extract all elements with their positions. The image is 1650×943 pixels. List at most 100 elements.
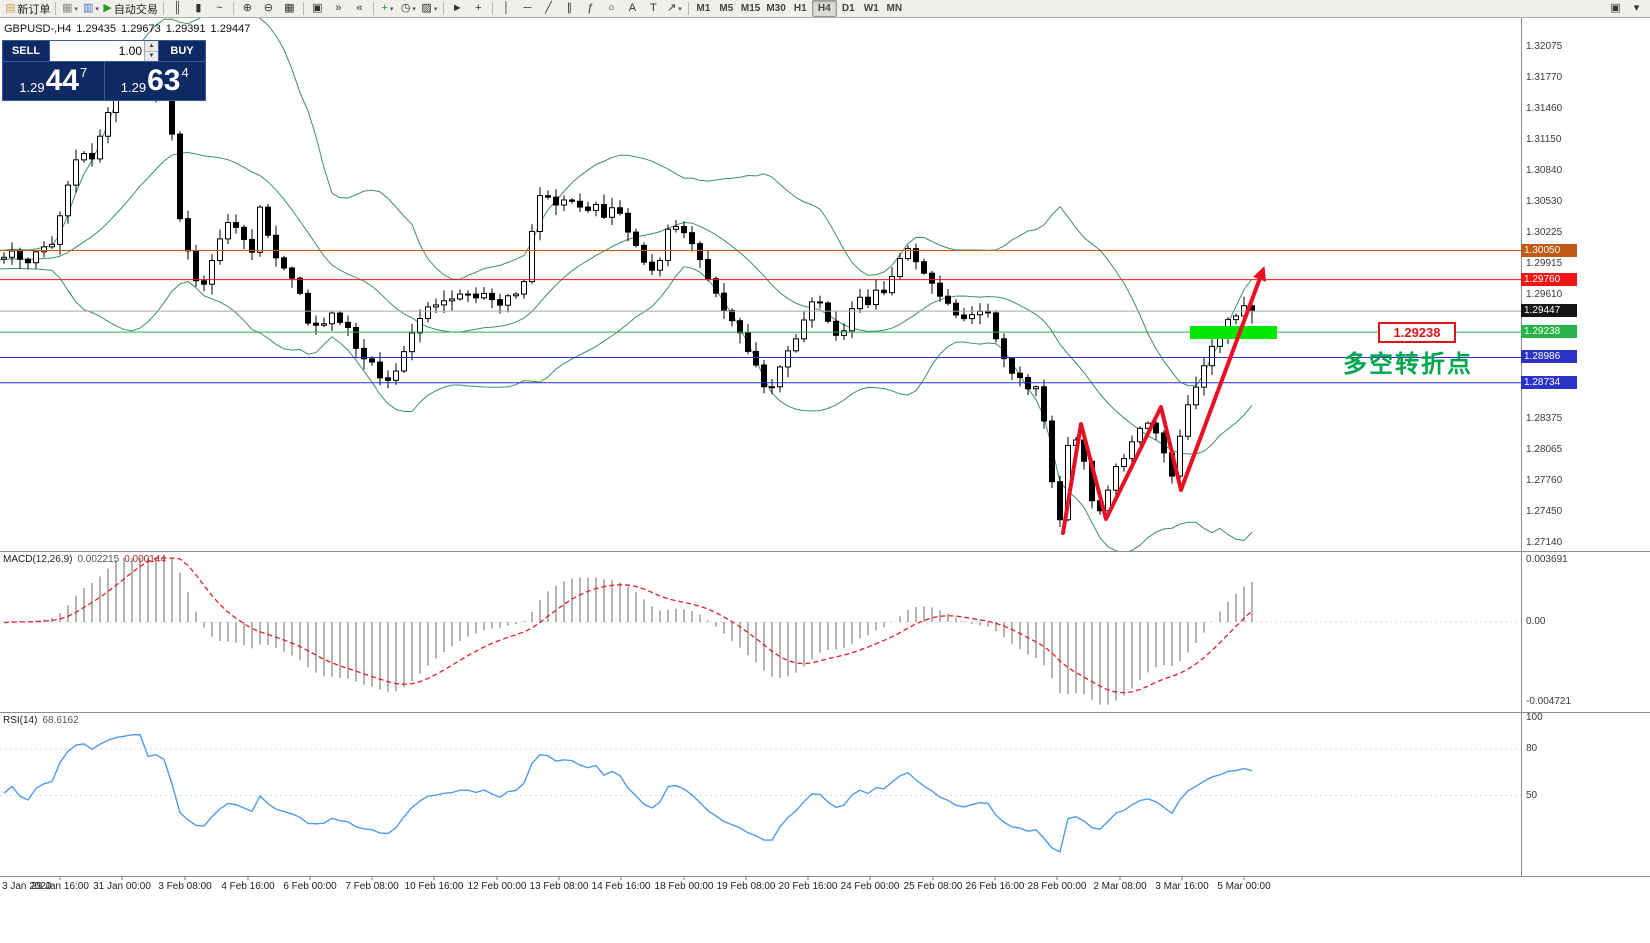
chart-open: 1.29435 <box>76 23 117 35</box>
timeframe-button-h1[interactable]: H1 <box>793 3 807 14</box>
price-axis-tick[interactable]: 1.29915 <box>1526 258 1563 270</box>
time-axis-label[interactable]: 18 Feb 00:00 <box>654 881 714 892</box>
time-axis-label[interactable]: 19 Feb 08:00 <box>716 881 776 892</box>
grid-button[interactable]: ▦ <box>279 1 300 16</box>
new-order-button[interactable]: ▤ 新订单 <box>3 1 52 16</box>
timeframe-button-m30[interactable]: M30 <box>766 3 786 14</box>
macd-axis-label[interactable]: -0.004721 <box>1526 695 1572 707</box>
price-axis-tick[interactable]: 1.32075 <box>1526 41 1563 52</box>
profiles-button[interactable]: ▥ ▾ <box>80 1 101 16</box>
price-axis-tick[interactable]: 1.28065 <box>1526 444 1563 456</box>
zoom-in-button[interactable]: ⊕ <box>237 1 258 16</box>
zigzag-arrow[interactable] <box>1061 266 1267 535</box>
time-axis-label[interactable]: 29 Jan 16:00 <box>31 881 89 892</box>
price-axis-tick[interactable]: 1.31770 <box>1526 71 1563 83</box>
rsi-axis-label[interactable]: 50 <box>1526 789 1538 801</box>
time-axis-label[interactable]: 25 Feb 08:00 <box>903 881 963 892</box>
time-axis-label[interactable]: 7 Feb 08:00 <box>345 881 399 892</box>
time-axis-label[interactable]: 3 Mar 16:00 <box>1155 881 1209 892</box>
rsi-axis-label[interactable]: 80 <box>1526 743 1538 754</box>
autotrading-label: 自动交易 <box>113 3 158 16</box>
buy-price[interactable]: 1.29 63 4 <box>103 62 206 100</box>
buy-button[interactable]: BUY <box>158 41 205 61</box>
price-axis-tick[interactable]: 1.28375 <box>1526 412 1563 424</box>
zoom-out-button[interactable]: ⊖ <box>258 1 279 16</box>
timeframe-button-mn[interactable]: MN <box>886 3 903 14</box>
time-axis-label[interactable]: 3 Feb 08:00 <box>158 881 212 892</box>
arrows-button[interactable]: ↗ ▾ <box>664 1 685 16</box>
auto-scroll-button[interactable]: » <box>328 1 349 16</box>
text-button[interactable]: A <box>622 1 643 16</box>
turning-point-label[interactable]: 多空转折点 <box>1343 351 1473 378</box>
text-label-button[interactable]: T <box>643 1 664 16</box>
volume-input[interactable] <box>50 41 144 61</box>
line-chart-button[interactable]: ~ <box>209 1 230 16</box>
timeframe-button-w1[interactable]: W1 <box>863 3 879 14</box>
timeframe-button-m15[interactable]: M15 <box>740 3 761 14</box>
highlight-rectangle[interactable] <box>1190 326 1277 339</box>
sell-button[interactable]: SELL <box>3 41 50 61</box>
window-menu-button[interactable]: ▾ <box>1626 1 1647 16</box>
periods-button[interactable]: ◷ ▾ <box>398 1 419 16</box>
shapes-button[interactable]: ○ <box>601 1 622 16</box>
timeframe-button-m1[interactable]: M1 <box>696 3 711 14</box>
price-axis-tick[interactable]: 1.30840 <box>1526 165 1563 177</box>
time-axis-label[interactable]: 31 Jan 00:00 <box>93 881 151 892</box>
candle <box>801 319 807 340</box>
macd-axis-label[interactable]: 0.003691 <box>1526 553 1568 565</box>
price-axis-tick[interactable]: 1.27760 <box>1526 474 1563 486</box>
trendline-button[interactable]: ╱ <box>538 1 559 16</box>
templates-button[interactable]: ▨ ▾ <box>419 1 440 16</box>
time-axis-label[interactable]: 6 Feb 00:00 <box>283 881 337 892</box>
timeframe-button-m5[interactable]: M5 <box>719 3 734 14</box>
time-axis-label[interactable]: 28 Feb 00:00 <box>1027 881 1087 892</box>
candle <box>425 306 431 320</box>
charts-button[interactable]: ▦ ▾ <box>59 1 80 16</box>
bar-chart-button[interactable]: ║ <box>167 1 188 16</box>
price-axis-tick[interactable]: 1.31150 <box>1526 133 1562 145</box>
autotrading-button[interactable]: ▶ 自动交易 <box>101 1 159 16</box>
channel-button[interactable]: ∥ <box>559 1 580 16</box>
candle <box>1233 315 1239 321</box>
sell-price[interactable]: 1.29 44 7 <box>3 62 104 100</box>
volume-up-button[interactable]: ▲ <box>145 41 158 52</box>
candlestick-chart-button[interactable]: ▮ <box>188 1 209 16</box>
time-axis-label[interactable]: 4 Feb 16:00 <box>221 881 275 892</box>
timeframe-button-h4[interactable]: H4 <box>811 0 837 17</box>
time-axis-label[interactable]: 20 Feb 16:00 <box>778 881 838 892</box>
time-axis-label[interactable]: 26 Feb 16:00 <box>965 881 1025 892</box>
macd-axis-label[interactable]: 0.00 <box>1526 616 1546 627</box>
indicators-button[interactable]: + ▾ <box>377 1 398 16</box>
price-axis-tick[interactable]: 1.30530 <box>1526 196 1563 208</box>
time-axis-label[interactable]: 5 Mar 00:00 <box>1217 881 1271 892</box>
volume-down-button[interactable]: ▼ <box>145 51 158 61</box>
price-axis-tick[interactable]: 1.29610 <box>1526 288 1563 300</box>
chevron-down-icon: ▾ <box>389 5 394 13</box>
price-axis-tick[interactable]: 1.31460 <box>1526 102 1563 114</box>
candle <box>1 256 7 260</box>
time-axis-label[interactable]: 2 Mar 08:00 <box>1093 881 1147 892</box>
fibonacci-button[interactable]: ƒ <box>580 1 601 16</box>
price-axis-tick[interactable]: 1.30225 <box>1526 226 1563 238</box>
candle <box>969 314 975 320</box>
time-axis-label[interactable]: 3 Jan 2020 <box>2 881 52 892</box>
time-axis-label[interactable]: 24 Feb 00:00 <box>840 881 900 892</box>
time-axis-label[interactable]: 12 Feb 00:00 <box>467 881 527 892</box>
price-axis-tick[interactable]: 1.27450 <box>1526 505 1563 517</box>
window-layout-button[interactable]: ▣ <box>1605 1 1626 16</box>
tile-windows-button[interactable]: ▣ <box>307 1 328 16</box>
cursor-button[interactable]: ► <box>447 1 468 16</box>
time-axis-label[interactable]: 10 Feb 16:00 <box>404 881 464 892</box>
autotrading-icon: ▶ <box>103 2 112 14</box>
crosshair-button[interactable]: + <box>468 1 489 16</box>
vertical-line-button[interactable]: │ <box>496 1 517 16</box>
time-axis-label[interactable]: 13 Feb 08:00 <box>529 881 589 892</box>
price-axis-tick[interactable]: 1.27140 <box>1526 537 1563 548</box>
timeframe-button-d1[interactable]: D1 <box>841 3 855 14</box>
price-annotation-box[interactable]: 1.29238 <box>1378 322 1456 343</box>
rsi-axis-label[interactable]: 100 <box>1526 712 1543 723</box>
horizontal-line-button[interactable]: ─ <box>517 1 538 16</box>
chart-shift-button[interactable]: « <box>349 1 370 16</box>
time-axis-label[interactable]: 14 Feb 16:00 <box>591 881 651 892</box>
